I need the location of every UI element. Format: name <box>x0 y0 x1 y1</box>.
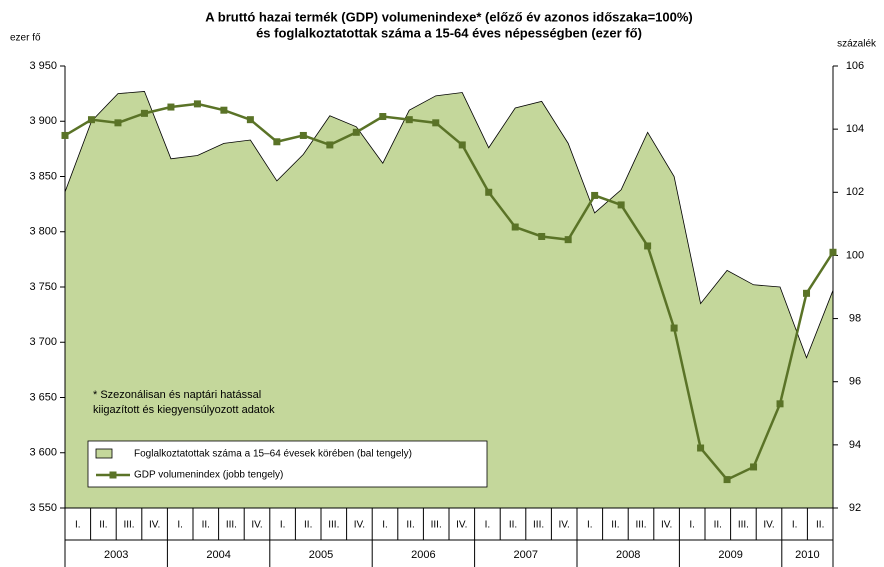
x-tick-label: IV. <box>763 520 774 531</box>
marker <box>697 444 705 452</box>
marker <box>114 119 122 127</box>
x-tick-label: IV. <box>354 520 365 531</box>
y-tick-label: 3 650 <box>29 391 57 403</box>
legend-label: Foglalkoztatottak száma a 15–64 évesek k… <box>134 449 412 460</box>
year-label: 2009 <box>718 549 742 561</box>
y2-tick-label: 100 <box>846 249 864 261</box>
y-tick-label: 3 600 <box>29 447 57 459</box>
x-tick-label: III. <box>328 520 339 531</box>
year-label: 2004 <box>206 549 230 561</box>
x-tick-label: II. <box>99 520 107 531</box>
legend-swatch <box>95 448 113 459</box>
x-tick-label: II. <box>816 520 824 531</box>
x-tick-label: IV. <box>251 520 262 531</box>
y-tick-label: 3 700 <box>29 336 57 348</box>
x-tick-label: IV. <box>559 520 570 531</box>
legend-box <box>87 440 488 488</box>
x-tick-label: IV. <box>661 520 672 531</box>
y-tick-label: 3 800 <box>29 226 57 238</box>
marker <box>352 128 360 136</box>
marker <box>776 400 784 408</box>
marker <box>564 236 572 244</box>
marker <box>299 131 307 139</box>
y-tick-label: 3 950 <box>29 60 57 72</box>
y-tick-label: 3 850 <box>29 170 57 182</box>
marker <box>405 116 413 124</box>
y2-tick-label: 98 <box>849 312 861 324</box>
marker <box>273 138 281 146</box>
x-tick-label: II. <box>611 520 619 531</box>
marker <box>511 223 519 231</box>
y2-tick-label: 106 <box>846 60 864 72</box>
marker <box>220 106 228 114</box>
x-tick-label: I. <box>689 520 695 531</box>
y2-axis-label: százalék <box>837 39 877 50</box>
marker <box>379 113 387 121</box>
marker <box>87 116 95 124</box>
marker <box>538 232 546 240</box>
annotation: * Szezonálisan és naptári hatással <box>93 389 261 401</box>
x-tick-label: III. <box>123 520 134 531</box>
legend-swatch <box>109 471 117 479</box>
marker <box>61 131 69 139</box>
marker <box>458 141 466 149</box>
annotation: kiigazított és kiegyensúlyozott adatok <box>93 404 275 416</box>
marker <box>829 248 837 256</box>
marker <box>246 116 254 124</box>
line <box>64 102 835 482</box>
y2-tick-label: 94 <box>849 439 861 451</box>
marker <box>591 191 599 199</box>
x-tick-label: IV. <box>149 520 160 531</box>
year-label: 2003 <box>104 549 128 561</box>
x-tick-label: I. <box>280 520 286 531</box>
year-label: 2006 <box>411 549 435 561</box>
legend-label: GDP volumenindex (jobb tengely) <box>134 470 283 481</box>
year-label: 2008 <box>616 549 640 561</box>
y-tick-label: 3 900 <box>29 115 57 127</box>
x-tick-label: I. <box>177 520 183 531</box>
marker <box>167 103 175 111</box>
x-tick-label: II. <box>202 520 210 531</box>
year-label: 2005 <box>309 549 333 561</box>
x-tick-label: II. <box>406 520 414 531</box>
marker <box>432 119 440 127</box>
y-tick-label: 3 750 <box>29 281 57 293</box>
y-axis-label: ezer fő <box>10 33 41 44</box>
y-tick-label: 3 550 <box>29 502 57 514</box>
chart-title: és foglalkoztatottak száma a 15-64 éves … <box>256 25 642 40</box>
marker <box>140 109 148 117</box>
x-tick-label: IV. <box>456 520 467 531</box>
x-tick-label: II. <box>714 520 722 531</box>
y2-tick-label: 102 <box>846 186 864 198</box>
marker <box>750 463 758 471</box>
x-tick-label: III. <box>635 520 646 531</box>
marker <box>617 201 625 209</box>
year-label: 2010 <box>795 549 819 561</box>
x-tick-label: I. <box>75 520 81 531</box>
marker <box>644 242 652 250</box>
marker <box>670 324 678 332</box>
area <box>64 90 834 509</box>
x-tick-label: II. <box>509 520 517 531</box>
marker <box>193 100 201 108</box>
marker <box>803 289 811 297</box>
x-tick-label: II. <box>304 520 312 531</box>
y2-tick-label: 96 <box>849 376 861 388</box>
x-tick-label: III. <box>738 520 749 531</box>
x-tick-label: III. <box>431 520 442 531</box>
x-tick-label: I. <box>485 520 491 531</box>
y2-tick-label: 104 <box>846 123 864 135</box>
marker <box>485 188 493 196</box>
x-tick-label: I. <box>587 520 593 531</box>
x-tick-label: III. <box>226 520 237 531</box>
marker <box>723 476 731 484</box>
x-tick-label: I. <box>382 520 388 531</box>
marker <box>326 141 334 149</box>
y2-tick-label: 92 <box>849 502 861 514</box>
x-tick-label: I. <box>792 520 798 531</box>
chart-title: A bruttó hazai termék (GDP) volumenindex… <box>205 9 693 24</box>
year-label: 2007 <box>514 549 538 561</box>
x-tick-label: III. <box>533 520 544 531</box>
